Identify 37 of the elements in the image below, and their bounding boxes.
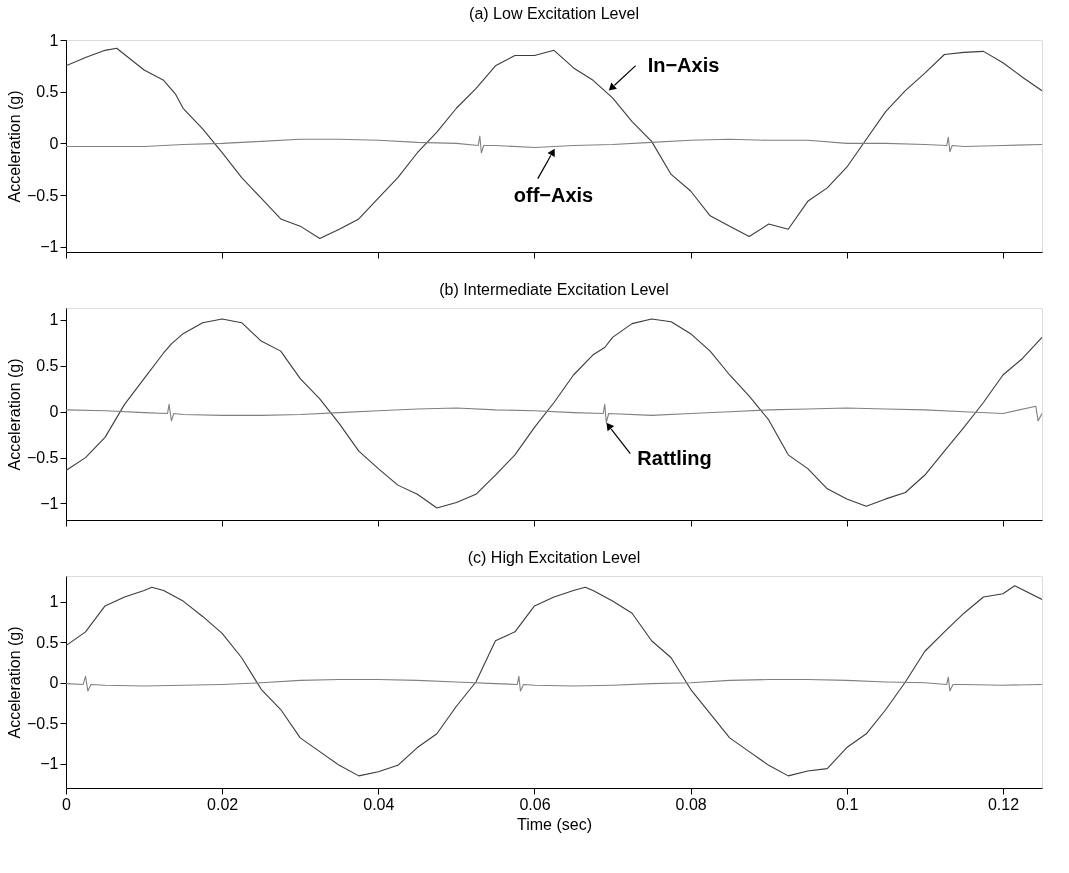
line-series [66, 47, 1042, 240]
annotation: In−Axis [647, 53, 720, 76]
y-tick-label: −1 [40, 494, 59, 512]
line-series [66, 585, 1042, 777]
x-tick-label: 0.12 [987, 795, 1020, 813]
chart-title: (a) Low Excitation Level [469, 5, 639, 22]
y-tick-label: 1 [49, 31, 59, 49]
y-tick-label: −0.5 [26, 714, 59, 732]
line-series [66, 135, 1042, 154]
y-tick-label: 1 [49, 311, 59, 329]
y-tick-label: −1 [40, 755, 59, 773]
y-tick-label: −0.5 [26, 186, 59, 204]
annotation: off−Axis [513, 183, 594, 206]
y-axis-title: Acceleration (g) [5, 626, 23, 739]
x-tick-label: 0.02 [207, 795, 239, 813]
x-tick-label: 0.08 [675, 795, 707, 813]
y-tick-label: 1 [49, 593, 59, 611]
chart-title: (b) Intermediate Excitation Level [439, 281, 669, 298]
x-tick-label: 0.06 [519, 795, 551, 813]
y-tick-label: 0.5 [36, 357, 59, 375]
y-axis-title: Acceleration (g) [5, 358, 23, 471]
y-tick-label: 0 [49, 674, 59, 692]
x-tick-label: 0 [62, 795, 72, 813]
x-tick-label: 0.1 [836, 795, 859, 813]
y-axis-title: Acceleration (g) [5, 90, 23, 203]
y-tick-label: 0.5 [36, 633, 59, 651]
chart-title: (c) High Excitation Level [467, 549, 641, 566]
x-axis-title: Time (sec) [517, 815, 592, 833]
y-tick-label: 0 [49, 134, 59, 152]
line-series [66, 318, 1042, 509]
annotation: Rattling [637, 446, 712, 469]
y-tick-label: 0.5 [36, 83, 59, 101]
y-tick-label: 0 [49, 403, 59, 421]
y-tick-label: −0.5 [26, 449, 59, 467]
y-tick-label: −1 [40, 238, 59, 256]
line-series [66, 675, 1042, 692]
x-tick-label: 0.04 [363, 795, 395, 813]
